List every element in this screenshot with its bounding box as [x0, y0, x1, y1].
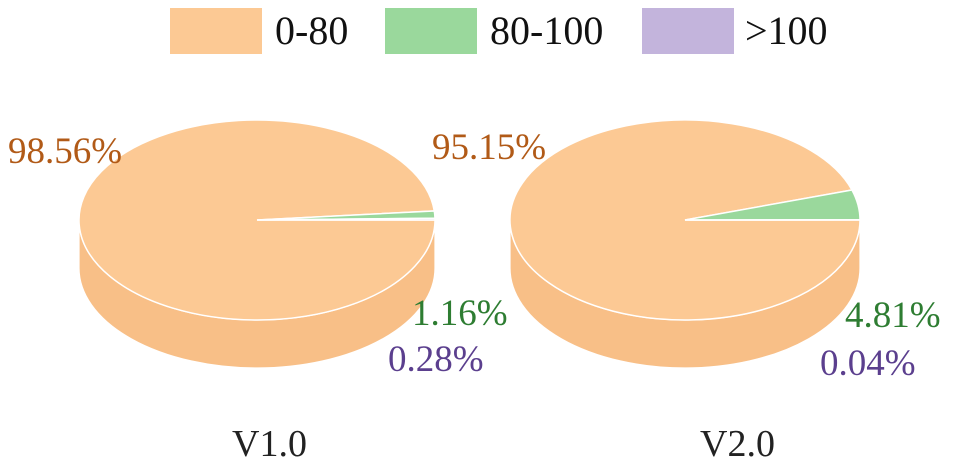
- v1-chart-title: V1.0: [232, 424, 307, 464]
- v1-label-80-100: 1.16%: [412, 294, 508, 334]
- v1-label-0-80: 98.56%: [8, 132, 122, 172]
- v2-label-over-100: 0.04%: [820, 344, 916, 384]
- v2-label-80-100: 4.81%: [845, 296, 941, 336]
- v1-label-over-100: 0.28%: [388, 340, 484, 380]
- v2-label-0-80: 95.15%: [432, 128, 546, 168]
- v2-chart-title: V2.0: [700, 424, 775, 464]
